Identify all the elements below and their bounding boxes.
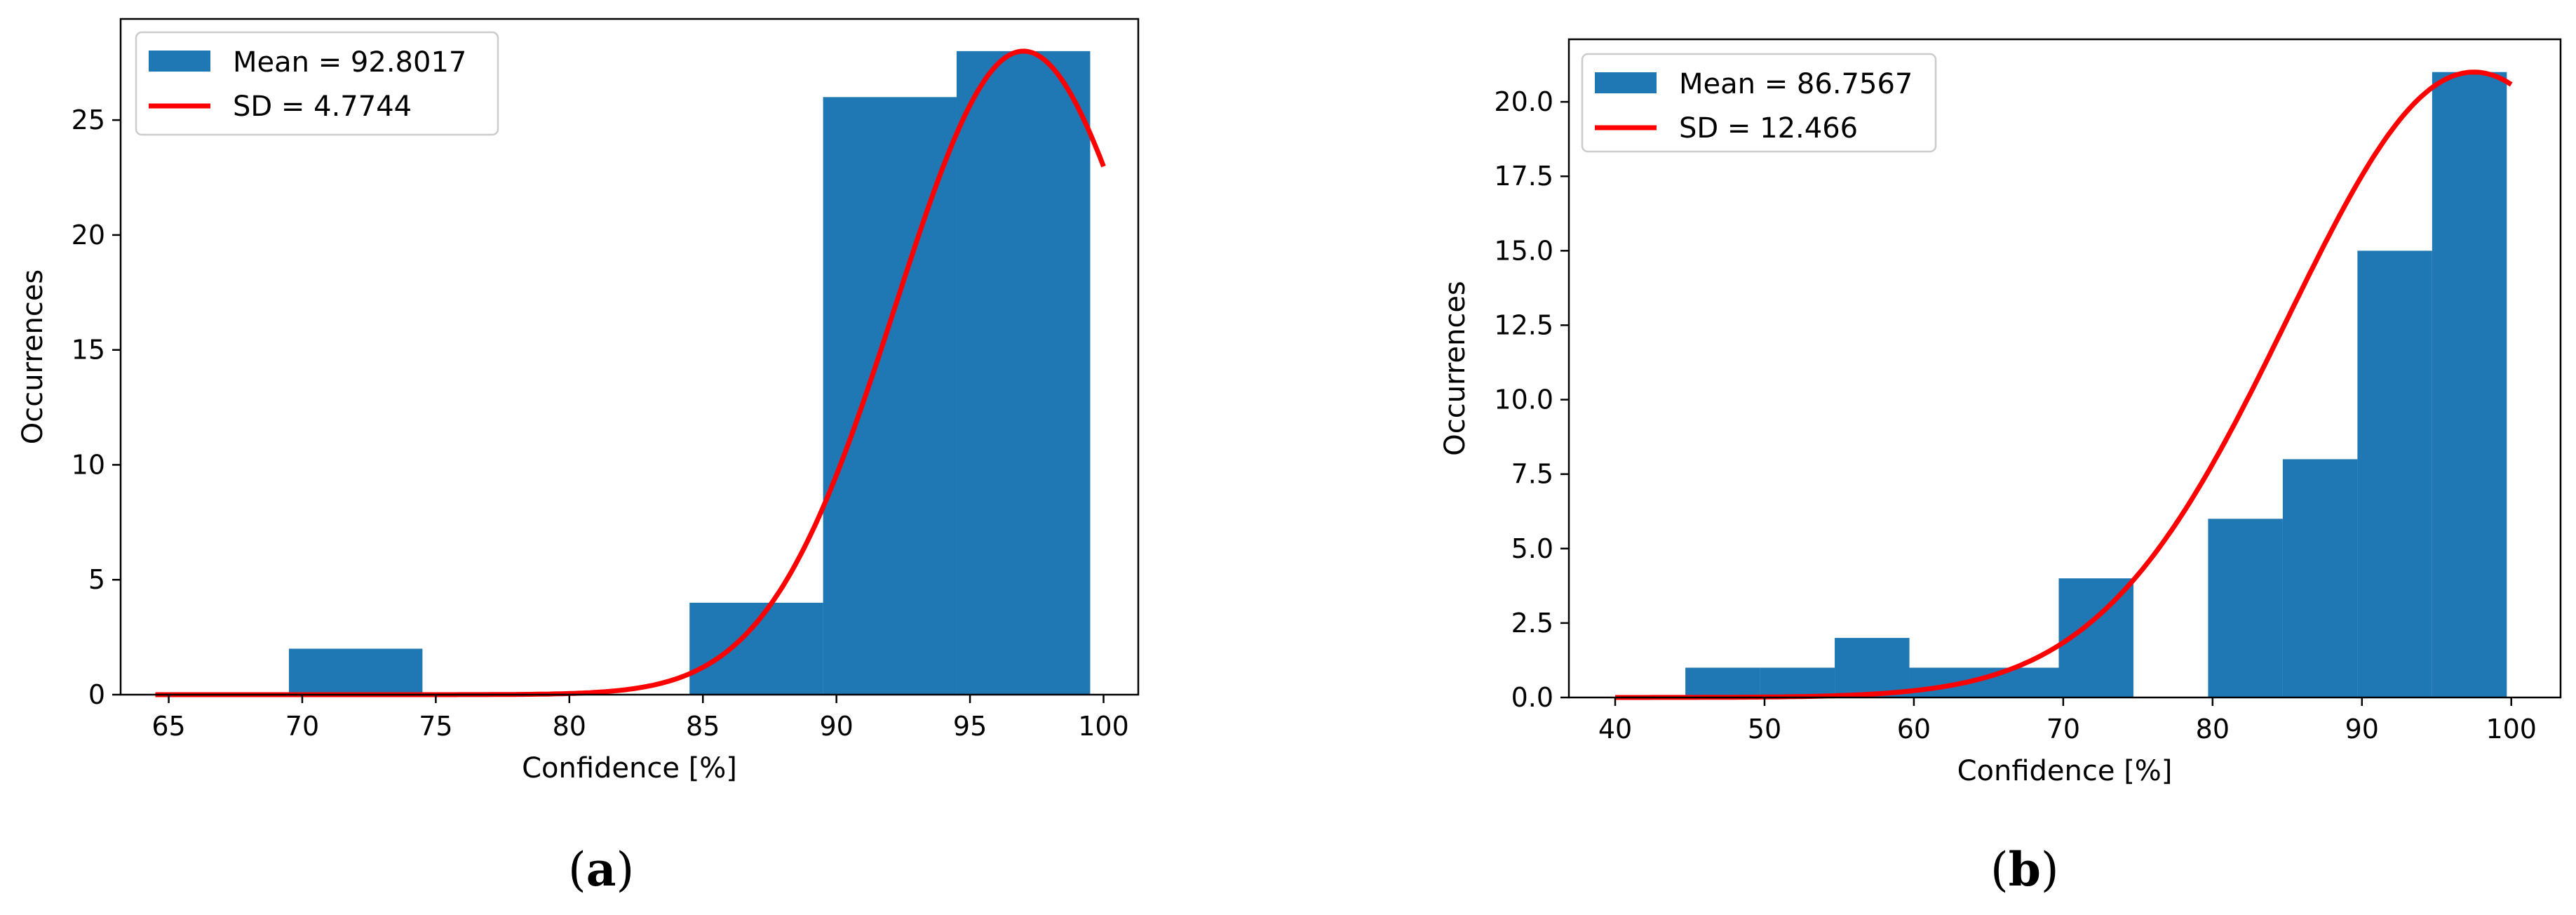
y-tick-label: 17.5 bbox=[1494, 161, 1553, 192]
x-tick-label: 85 bbox=[686, 711, 720, 742]
x-tick-label: 60 bbox=[1897, 714, 1931, 744]
histogram-bar bbox=[2282, 459, 2358, 697]
legend: Mean = 86.7567 SD = 12.466 bbox=[1581, 53, 1937, 153]
legend-label: SD = 12.466 bbox=[1679, 112, 1858, 145]
x-tick-label: 65 bbox=[151, 711, 185, 742]
x-tick-label: 80 bbox=[553, 711, 586, 742]
chart-panel-b: 40 50 60 70 80 90 100 0.0 2.5 5.0 7.5 10.0 12.5 15.0 1… bbox=[1439, 38, 2562, 897]
panel-label-close: ) bbox=[616, 843, 635, 897]
chart-panel-a: 65 70 75 80 85 90 95 100 0 5 10 15 20 25 Confidence [%… bbox=[17, 18, 1140, 897]
y-tick-label: 5 bbox=[88, 564, 105, 595]
histogram-bar bbox=[957, 51, 1091, 695]
y-tick-label: 7.5 bbox=[1511, 459, 1553, 490]
legend-box bbox=[135, 31, 499, 136]
y-tick-label: 10 bbox=[72, 449, 105, 480]
legend-patch-swatch bbox=[149, 51, 210, 72]
legend-box bbox=[1581, 53, 1937, 153]
histogram-bar bbox=[2208, 519, 2283, 697]
panel-label-open: ( bbox=[568, 843, 586, 897]
histogram-bar bbox=[1835, 638, 1910, 697]
x-tick-label: 75 bbox=[419, 711, 452, 742]
legend-label: SD = 4.7744 bbox=[233, 91, 412, 123]
y-tick-label: 15.0 bbox=[1494, 235, 1553, 266]
y-tick-label: 0.0 bbox=[1511, 682, 1553, 713]
x-tick-label: 90 bbox=[2345, 714, 2379, 744]
legend: Mean = 92.8017 SD = 4.7744 bbox=[135, 31, 499, 136]
panel-label-close: ) bbox=[2041, 843, 2059, 897]
x-tick-label: 70 bbox=[2046, 714, 2080, 744]
y-tick-label: 10.0 bbox=[1494, 385, 1553, 415]
plot-frame bbox=[119, 18, 1140, 696]
y-tick-label: 5.0 bbox=[1511, 533, 1553, 564]
legend-label: Mean = 86.7567 bbox=[1679, 68, 1913, 100]
x-tick-label: 100 bbox=[2486, 714, 2537, 744]
x-tick-label: 100 bbox=[1078, 711, 1129, 742]
y-axis-label: Occurrences bbox=[1439, 281, 1471, 456]
legend-label: Mean = 92.8017 bbox=[233, 46, 466, 79]
y-tick-label: 15 bbox=[72, 335, 105, 366]
panel-label: (a) bbox=[568, 842, 634, 897]
panel-label-letter: b bbox=[2009, 842, 2041, 897]
legend-patch-swatch bbox=[1595, 72, 1657, 93]
y-tick-label: 12.5 bbox=[1494, 309, 1553, 340]
x-axis-label: Confidence [%] bbox=[1957, 755, 2173, 787]
x-axis-label: Confidence [%] bbox=[522, 752, 737, 784]
x-tick-label: 40 bbox=[1598, 714, 1632, 744]
plot-frame bbox=[1567, 38, 2562, 699]
histogram-bar bbox=[1685, 667, 1760, 697]
y-tick-label: 2.5 bbox=[1511, 608, 1553, 639]
x-tick-label: 50 bbox=[1748, 714, 1781, 744]
x-tick-label: 90 bbox=[819, 711, 853, 742]
histogram-bar bbox=[2432, 72, 2507, 697]
panel-label-letter: a bbox=[586, 842, 616, 897]
histogram-bar bbox=[689, 602, 823, 695]
y-tick-label: 20.0 bbox=[1494, 86, 1553, 117]
y-axis-label: Occurrences bbox=[17, 269, 49, 445]
panel-label-open: ( bbox=[1990, 843, 2009, 897]
x-tick-label: 95 bbox=[953, 711, 987, 742]
histogram-bar bbox=[1760, 667, 1835, 697]
panel-label: (b) bbox=[1990, 842, 2059, 897]
histogram-bar bbox=[2357, 251, 2432, 698]
y-tick-label: 0 bbox=[88, 679, 105, 710]
histogram-bar bbox=[288, 648, 423, 695]
x-tick-label: 70 bbox=[285, 711, 319, 742]
x-tick-label: 80 bbox=[2196, 714, 2230, 744]
y-tick-label: 25 bbox=[72, 105, 105, 135]
y-tick-label: 20 bbox=[72, 220, 105, 251]
